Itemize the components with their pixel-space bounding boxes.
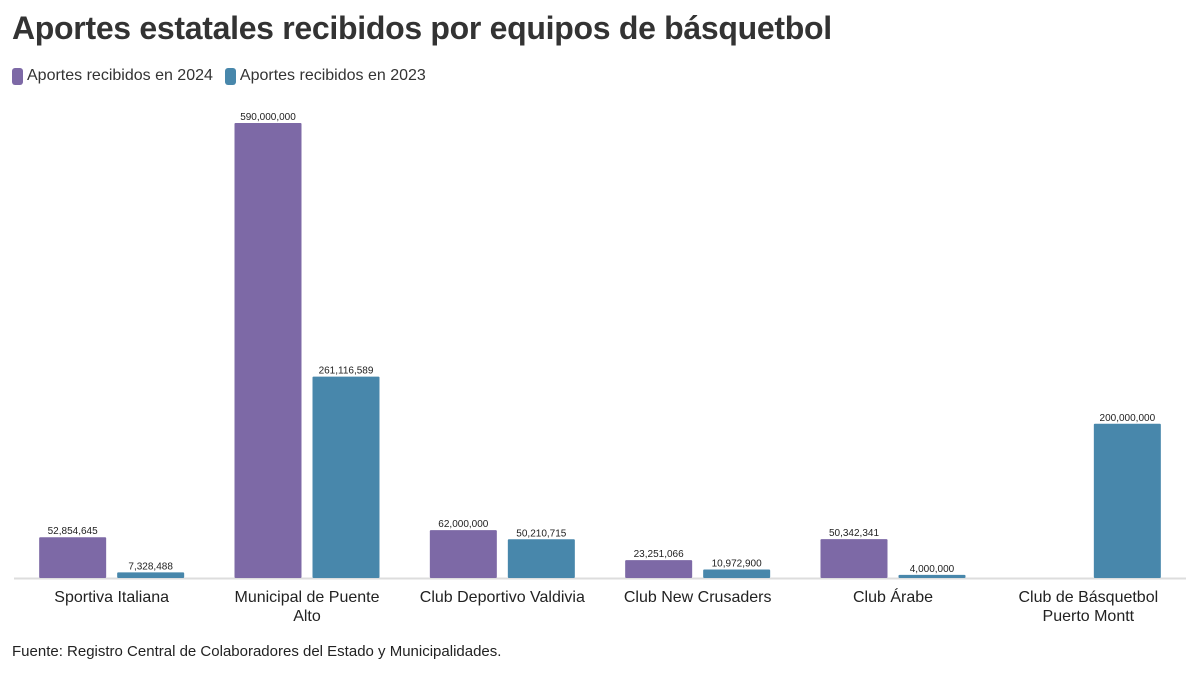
category-label-3: Club New Crusaders: [624, 589, 772, 606]
legend-item-2023: Aportes recibidos en 2023: [224, 67, 426, 85]
category-label-2: Club Deportivo Valdivia: [420, 589, 585, 606]
legend-item-2024: Aportes recibidos en 2024: [12, 67, 213, 85]
data-label-2023-cat-0: 7,328,488: [128, 561, 173, 572]
bar-2024-cat-0: [39, 537, 107, 578]
data-label-2024-cat-1: 590,000,000: [240, 112, 296, 123]
data-label-2023-cat-1: 261,116,589: [319, 366, 374, 377]
legend-swatch-2023: [224, 67, 236, 85]
bar-2024-cat-1: [234, 123, 302, 578]
data-label-2023-cat-5: 200,000,000: [1100, 413, 1156, 424]
data-label-2024-cat-2: 62,000,000: [438, 519, 488, 530]
category-label-1: Municipal de Puente Alto: [235, 589, 380, 625]
data-label-2024-cat-4: 50,342,341: [829, 528, 879, 539]
data-label-2023-cat-4: 4,000,000: [910, 564, 955, 575]
bar-2023-cat-4: [898, 574, 966, 578]
bar-2024-cat-3: [625, 560, 693, 578]
data-label-2024-cat-3: 23,251,066: [634, 549, 684, 560]
legend-label-2024: Aportes recibidos en 2024: [27, 67, 213, 84]
bar-2023-cat-1: [312, 376, 380, 578]
bar-2024-cat-2: [429, 530, 497, 578]
bar-2023-cat-5: [1093, 423, 1161, 578]
chart-legend: Aportes recibidos en 2024 Aportes recibi…: [12, 67, 426, 85]
bar-chart: 52,854,645 7,328,488 Sportiva Italiana 590,…: [14, 112, 1186, 625]
data-label-2023-cat-2: 50,210,715: [516, 528, 566, 539]
category-label-0: Sportiva Italiana: [54, 589, 169, 606]
chart-title: Aportes estatales recibidos por equipos …: [12, 10, 832, 46]
data-label-2023-cat-3: 10,972,900: [712, 559, 762, 570]
legend-label-2023: Aportes recibidos en 2023: [239, 67, 426, 84]
category-label-4: Club Árabe: [853, 587, 933, 606]
source-note: Fuente: Registro Central de Colaboradore…: [12, 643, 502, 660]
bar-2023-cat-3: [703, 569, 771, 578]
bar-2024-cat-4: [820, 539, 888, 578]
bar-2023-cat-0: [117, 572, 185, 578]
category-label-5: Club de Básquetbol Puerto Montt: [1019, 589, 1159, 625]
data-label-2024-cat-0: 52,854,645: [48, 526, 98, 537]
legend-swatch-2024: [12, 67, 23, 85]
bar-2023-cat-2: [507, 539, 575, 578]
